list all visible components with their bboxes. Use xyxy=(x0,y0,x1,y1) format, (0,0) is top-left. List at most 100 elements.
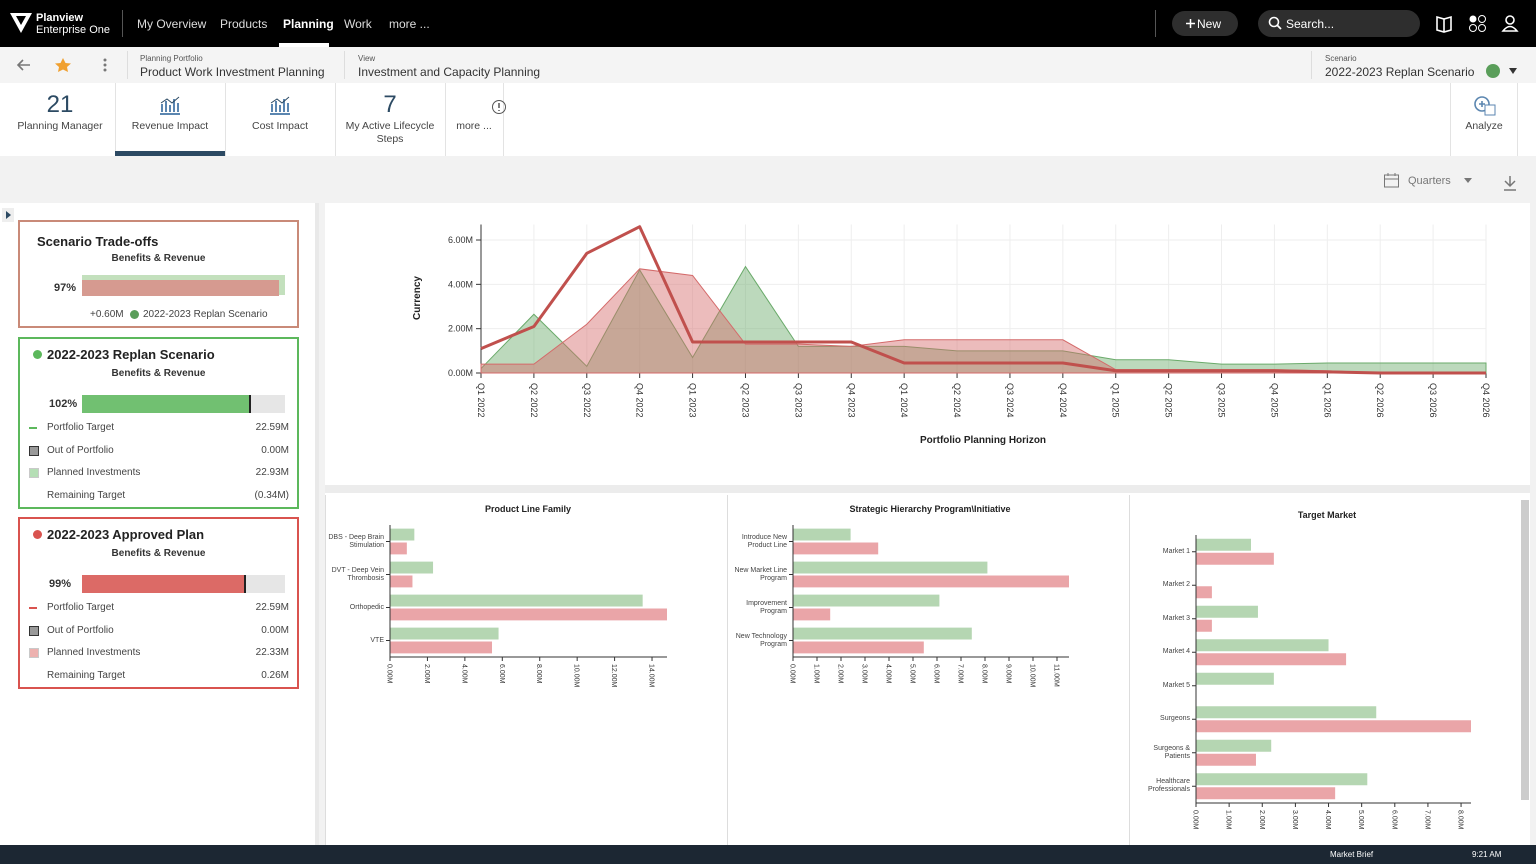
tile-label: Planning Manager xyxy=(17,120,103,132)
legend-icon xyxy=(29,648,39,658)
category-label: VTE xyxy=(370,636,384,644)
search-placeholder: Search... xyxy=(1286,17,1335,31)
x-tick-label: 1.00M xyxy=(1225,810,1232,830)
x-tick-label: 6.00M xyxy=(1390,810,1397,830)
bar-chart: Product Line Family 0.00M 2.00M 4.00M 6.00M 8… xyxy=(386,504,667,688)
tile-label: My Active Lifecycle Steps xyxy=(345,120,435,145)
analyze-tile[interactable]: Analyze xyxy=(1450,83,1518,156)
scenario-name[interactable]: 2022-2023 Replan Scenario xyxy=(1325,65,1475,79)
icon-part xyxy=(1501,25,1519,32)
category-label: Surgeons & Patients xyxy=(1153,744,1190,760)
tradeoff-card[interactable]: Scenario Trade-offs Benefits & Revenue 9… xyxy=(18,220,299,328)
bar xyxy=(390,528,415,541)
y-tick-label: 0.00M xyxy=(448,368,473,378)
target-marker xyxy=(244,575,247,593)
tile-label: Analyze xyxy=(1465,120,1503,132)
x-tick-label: 8.00M xyxy=(981,664,988,684)
category-label: Introduce New Product Line xyxy=(741,533,787,549)
x-tick-label: 4.00M xyxy=(460,664,467,684)
x-tick-label: 3.00M xyxy=(861,664,868,684)
icon-part xyxy=(103,68,107,72)
scenario-name: 2022-2023 Replan Scenario xyxy=(143,309,268,320)
category-label: DBS - Deep Brain Stimulation xyxy=(328,533,384,549)
period-select[interactable]: Quarters xyxy=(1408,175,1451,187)
category-label: Healthcare Professionals xyxy=(1147,778,1190,794)
x-tick-label: 7.00M xyxy=(1423,810,1430,830)
bar xyxy=(390,608,667,621)
bar xyxy=(793,528,851,541)
view-name[interactable]: Investment and Capacity Planning xyxy=(358,65,541,79)
legend-icon xyxy=(29,427,37,429)
tile[interactable]: Cost Impact xyxy=(225,83,336,156)
divider xyxy=(1311,51,1312,79)
scrollbar[interactable] xyxy=(1521,500,1529,800)
menu-item[interactable]: Planning xyxy=(283,17,334,31)
brand: Enterprise One xyxy=(36,24,110,36)
menu-item[interactable]: more ... xyxy=(389,17,430,31)
bar xyxy=(1196,773,1368,786)
row-label: Out of Portfolio xyxy=(47,444,114,456)
tile[interactable]: 21 Planning Manager xyxy=(5,83,116,156)
bar-panel: Product Line Family 0.00M 2.00M 4.00M 6.00M 8… xyxy=(325,495,726,845)
category-label: Market 2 xyxy=(1162,581,1190,589)
icon-part xyxy=(1474,96,1490,112)
row-value: 22.93M xyxy=(255,467,289,478)
icon-part xyxy=(1186,19,1195,28)
nav-icons[interactable] xyxy=(1436,14,1526,34)
x-tick-label: Q3 2025 xyxy=(1217,383,1227,418)
time-chart: 0.00M 2.00M 4.00M 6.00M Q1 2022 Q2 2022 Q3 202… xyxy=(412,224,1491,446)
x-tick-label: Q4 2023 xyxy=(846,383,856,418)
x-tick-label: Q3 2026 xyxy=(1428,383,1438,418)
icon-part xyxy=(1384,174,1399,188)
splitter[interactable] xyxy=(325,485,1530,493)
category-label: Improvement Program xyxy=(746,599,787,615)
active-indicator xyxy=(279,43,329,47)
card-subtitle: Benefits & Revenue xyxy=(111,548,206,559)
tile-label: Revenue Impact xyxy=(131,120,209,132)
context-icons[interactable] xyxy=(16,57,116,73)
portfolio-name[interactable]: Product Work Investment Planning xyxy=(140,65,325,79)
x-tick-label: 8.00M xyxy=(535,664,542,684)
scenario-card[interactable]: 2022-2023 Approved Plan Benefits & Revenu… xyxy=(18,517,299,689)
icon-part xyxy=(1268,16,1280,28)
scenario-card[interactable]: 2022-2023 Replan Scenario Benefits & Reve… xyxy=(18,337,299,509)
scenario-indicator[interactable] xyxy=(1485,63,1521,79)
analyze-icon xyxy=(1474,96,1496,116)
x-tick-label: Q2 2025 xyxy=(1164,383,1174,418)
taskbar-app[interactable]: Market Brief xyxy=(1330,850,1374,859)
new-button[interactable]: New xyxy=(1172,11,1238,36)
icon-part xyxy=(16,16,26,25)
toolbar-icons[interactable] xyxy=(1462,175,1522,193)
icon-part xyxy=(103,63,107,67)
icon-part xyxy=(1505,15,1515,25)
tile[interactable]: Revenue Impact xyxy=(115,83,226,156)
scenario-dot xyxy=(33,530,42,539)
percent-label: 99% xyxy=(49,578,72,590)
tile[interactable]: 7 My Active Lifecycle Steps xyxy=(335,83,446,156)
x-tick-label: 4.00M xyxy=(885,664,892,684)
icon-part xyxy=(1276,24,1282,30)
x-tick-label: 5.00M xyxy=(1357,810,1364,830)
search-box[interactable]: Search... xyxy=(1258,10,1420,37)
category-label: New Technology Program xyxy=(735,632,787,648)
expand-toggle[interactable] xyxy=(2,208,14,222)
tile[interactable]: more ... xyxy=(445,83,506,156)
bar xyxy=(1196,720,1471,733)
x-tick-label: 6.00M xyxy=(933,664,940,684)
calendar-icon xyxy=(1384,173,1399,188)
x-tick-label: 6.00M xyxy=(498,664,505,684)
icon-part xyxy=(270,99,290,115)
percent-bar xyxy=(82,575,245,593)
legend-icon xyxy=(29,445,39,456)
y-axis-title: Currency xyxy=(412,276,423,320)
menu-item[interactable]: Products xyxy=(220,17,268,31)
menu-item[interactable]: Work xyxy=(344,17,372,31)
row-value: 22.59M xyxy=(255,422,289,433)
row-value: 0.00M xyxy=(261,444,289,456)
legend-icon xyxy=(29,468,39,478)
y-tick-label: 4.00M xyxy=(448,279,473,289)
icon-part xyxy=(1479,101,1485,107)
bar xyxy=(390,594,643,607)
icon-part xyxy=(55,58,71,72)
menu-item[interactable]: My Overview xyxy=(137,17,207,31)
